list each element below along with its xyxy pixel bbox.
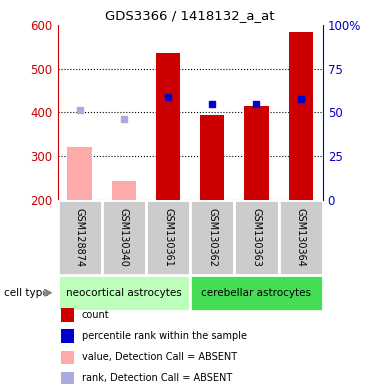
Title: GDS3366 / 1418132_a_at: GDS3366 / 1418132_a_at: [105, 9, 275, 22]
Text: neocortical astrocytes: neocortical astrocytes: [66, 288, 182, 298]
Text: GSM130340: GSM130340: [119, 208, 129, 266]
Text: GSM130361: GSM130361: [163, 208, 173, 266]
Text: count: count: [82, 310, 109, 320]
Bar: [200, 114, 224, 200]
Text: rank, Detection Call = ABSENT: rank, Detection Call = ABSENT: [82, 373, 232, 383]
Bar: [289, 31, 313, 200]
Bar: [58, 275, 190, 311]
Text: cell type: cell type: [4, 288, 48, 298]
Text: GSM128874: GSM128874: [75, 208, 85, 266]
Text: GSM130364: GSM130364: [296, 208, 306, 266]
Bar: [190, 200, 234, 275]
Text: GSM130363: GSM130363: [252, 208, 262, 266]
Bar: [112, 181, 136, 200]
Bar: [279, 200, 323, 275]
Bar: [190, 275, 323, 311]
Bar: [156, 53, 180, 200]
Bar: [244, 106, 269, 200]
Text: cerebellar astrocytes: cerebellar astrocytes: [201, 288, 311, 298]
Bar: [234, 200, 279, 275]
Text: value, Detection Call = ABSENT: value, Detection Call = ABSENT: [82, 352, 237, 362]
Bar: [146, 200, 190, 275]
Bar: [102, 200, 146, 275]
Text: GSM130362: GSM130362: [207, 208, 217, 266]
Text: percentile rank within the sample: percentile rank within the sample: [82, 331, 247, 341]
Bar: [58, 200, 102, 275]
Bar: [68, 147, 92, 200]
